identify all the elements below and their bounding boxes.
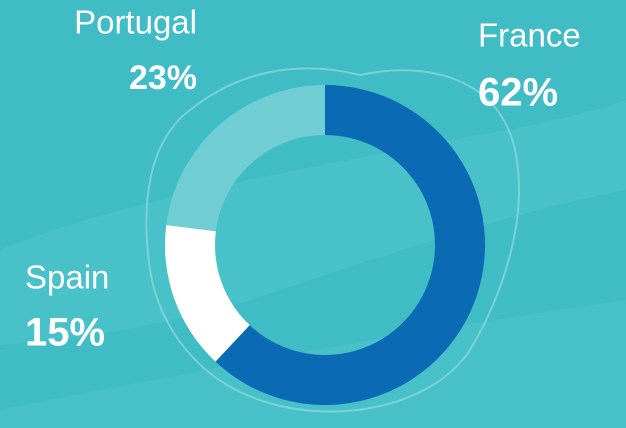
category-label: France [478,17,581,54]
value-label: 62% [478,71,558,115]
chart: France 62% Spain 15% Portugal 23% [0,0,626,428]
value-label: 15% [25,311,105,355]
value-label: 23% [129,59,197,97]
page: {"chart_data": {"type": "donut", "catego… [0,0,626,428]
category-label: Portugal [74,4,197,41]
category-label: Spain [25,259,109,296]
